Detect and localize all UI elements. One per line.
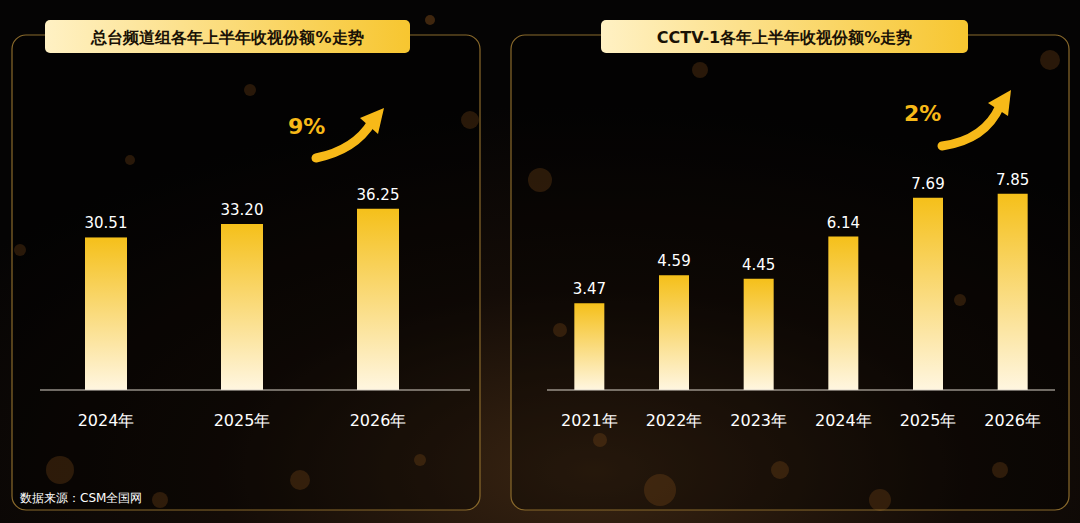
x-tick-label: 2024年 (78, 411, 135, 430)
bar (221, 224, 263, 390)
panel-frame (511, 35, 1069, 510)
growth-arrow-head (360, 108, 384, 134)
data-label: 4.59 (657, 252, 690, 270)
title-pill (45, 20, 410, 53)
data-label: 33.20 (221, 201, 264, 219)
bar (913, 198, 943, 390)
panel: 总台频道组各年上半年收视份额%走势 2024年 2025年 2026年 30.51 33.… (12, 20, 480, 510)
bar (828, 237, 858, 391)
bar (659, 275, 689, 390)
data-label: 36.25 (357, 186, 400, 204)
bar (998, 194, 1028, 390)
data-label: 6.14 (827, 214, 860, 232)
bars (85, 209, 399, 390)
bar (574, 303, 604, 390)
x-tick-label: 2023年 (730, 411, 787, 430)
title: CCTV-1各年上半年收视份额%走势 (657, 28, 912, 47)
bar (357, 209, 399, 390)
data-label: 30.51 (85, 214, 128, 232)
title: 总台频道组各年上半年收视份额%走势 (90, 28, 363, 47)
x-tick-label: 2025年 (900, 411, 957, 430)
data-label: 3.47 (573, 280, 606, 298)
bars (574, 194, 1027, 390)
growth-annotation: 2% (904, 101, 941, 126)
bar (85, 237, 127, 390)
data-label: 4.45 (742, 256, 775, 274)
x-axis (547, 390, 1055, 391)
data-label: 7.85 (996, 171, 1029, 189)
x-tick-label: 2026年 (984, 411, 1041, 430)
growth-arrow (942, 106, 1000, 146)
x-tick-label: 2026年 (350, 411, 407, 430)
growth-annotation: 9% (288, 114, 325, 139)
panel: CCTV-1各年上半年收视份额%走势 2021年 2022年 2023年 2024年 20… (511, 20, 1069, 510)
x-axis (40, 390, 470, 391)
x-tick-label: 2021年 (561, 411, 618, 430)
title-pill (601, 20, 968, 53)
data-label: 7.69 (911, 175, 944, 193)
source: 数据来源：CSM全国网 (20, 491, 142, 505)
x-tick-label: 2025年 (214, 411, 271, 430)
background (0, 0, 1080, 523)
x-tick-label: 2024年 (815, 411, 872, 430)
growth-arrow-head (988, 90, 1011, 116)
panel-frame (12, 35, 480, 510)
bar (744, 279, 774, 390)
x-tick-label: 2022年 (646, 411, 703, 430)
bokeh (425, 15, 435, 25)
chart-root: 总台频道组各年上半年收视份额%走势 2024年 2025年 2026年 30.51 33.… (0, 0, 1080, 523)
